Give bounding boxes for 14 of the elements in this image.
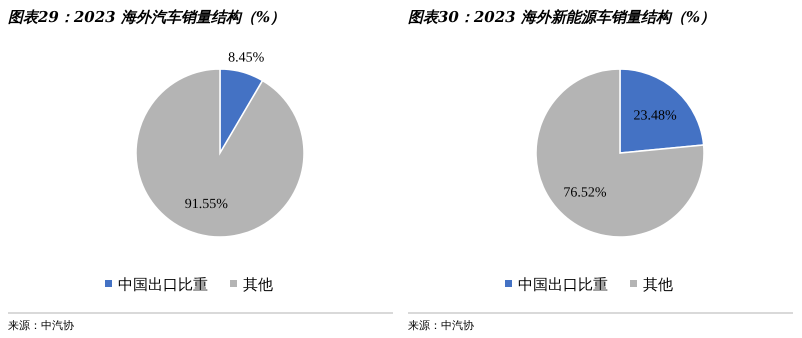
chart-title: 图表30：2023 海外新能源车销量结构（%） (408, 8, 716, 26)
data-label: 23.48% (633, 108, 677, 124)
data-label: 76.52% (563, 185, 607, 200)
chart-title: 图表29：2023 海外汽车销量结构（%） (8, 8, 286, 26)
legend-label: 中国出口比重 (118, 275, 208, 294)
data-label: 8.45% (228, 50, 265, 66)
pie-slice (535, 68, 705, 238)
pie-slice (135, 68, 305, 238)
source-note: 来源：中汽协 (8, 319, 74, 332)
source-note: 来源：中汽协 (408, 319, 474, 332)
legend-label: 其他 (643, 275, 673, 294)
legend-label: 其他 (243, 275, 273, 294)
data-label: 91.55% (184, 197, 228, 212)
legend-label: 中国出口比重 (518, 275, 608, 294)
